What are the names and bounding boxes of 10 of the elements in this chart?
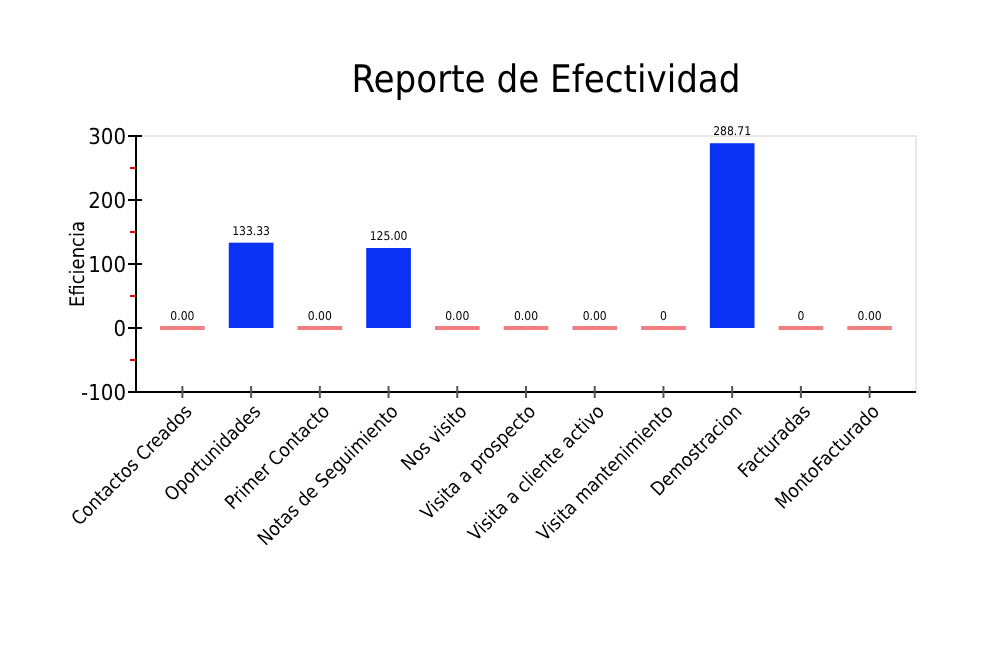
- bar: [366, 248, 411, 328]
- chart-title: Reporte de Efectividad: [351, 58, 741, 102]
- y-tick-label: 0: [113, 315, 126, 342]
- y-tick-label: 300: [88, 123, 126, 150]
- y-axis-title: Eficiencia: [68, 221, 90, 307]
- bar: [709, 143, 755, 328]
- bar: [228, 242, 274, 328]
- y-tick-label: 200: [88, 187, 126, 214]
- y-tick-label: 100: [88, 251, 126, 278]
- y-tick-label: -100: [81, 379, 126, 406]
